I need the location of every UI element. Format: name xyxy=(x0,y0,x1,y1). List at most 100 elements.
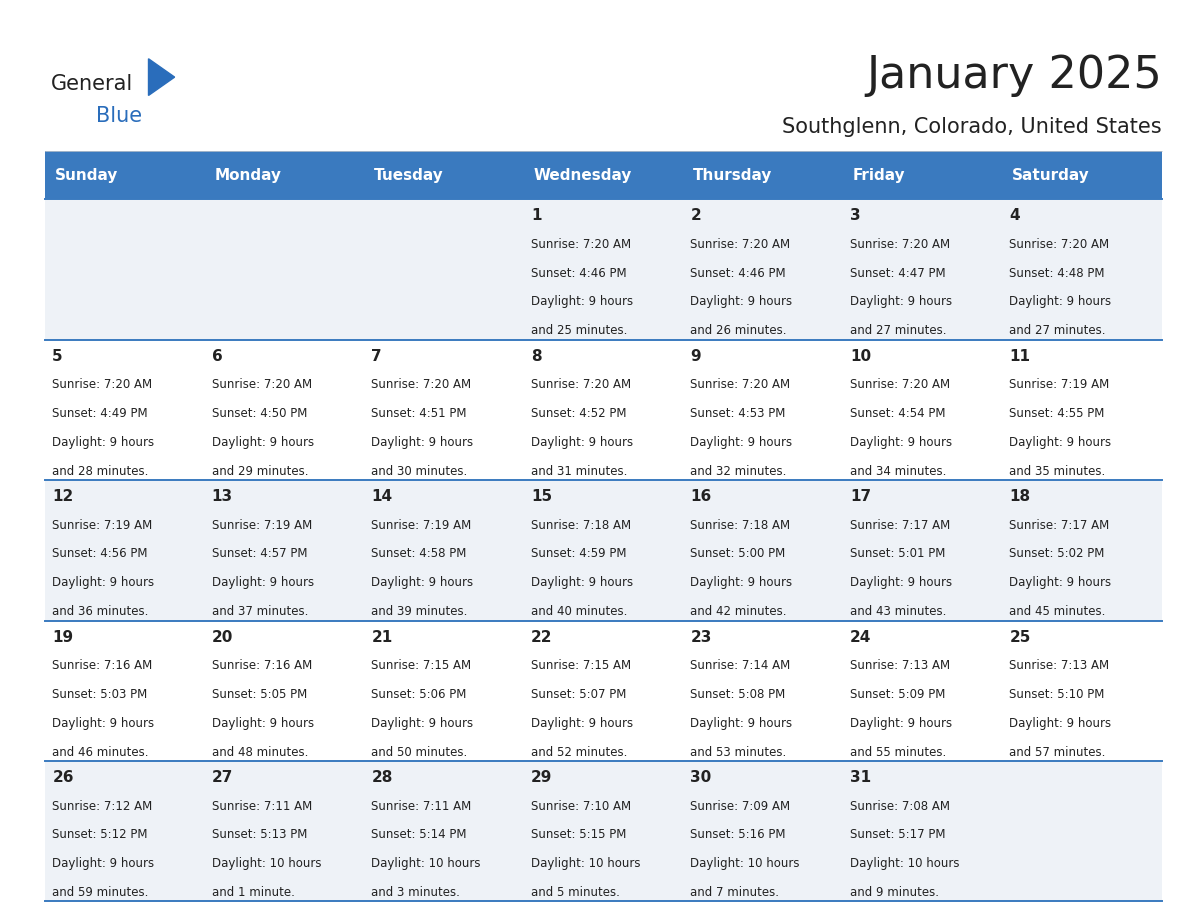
Text: Sunday: Sunday xyxy=(55,168,118,183)
Text: and 45 minutes.: and 45 minutes. xyxy=(1010,605,1106,618)
Text: Sunset: 5:03 PM: Sunset: 5:03 PM xyxy=(52,688,147,701)
Text: and 25 minutes.: and 25 minutes. xyxy=(531,324,627,337)
Text: Monday: Monday xyxy=(214,168,282,183)
Text: 16: 16 xyxy=(690,489,712,504)
Text: Sunset: 4:54 PM: Sunset: 4:54 PM xyxy=(849,407,946,420)
Text: Sunrise: 7:18 AM: Sunrise: 7:18 AM xyxy=(690,519,790,532)
Text: 10: 10 xyxy=(849,349,871,364)
Bar xyxy=(45,199,1162,340)
Text: 3: 3 xyxy=(849,208,860,223)
Text: Sunset: 5:15 PM: Sunset: 5:15 PM xyxy=(531,828,626,842)
Text: Daylight: 9 hours: Daylight: 9 hours xyxy=(690,296,792,308)
Text: Daylight: 9 hours: Daylight: 9 hours xyxy=(372,717,474,730)
Text: 1: 1 xyxy=(531,208,542,223)
Text: Sunrise: 7:20 AM: Sunrise: 7:20 AM xyxy=(52,378,152,391)
Text: Sunrise: 7:19 AM: Sunrise: 7:19 AM xyxy=(211,519,312,532)
Text: Sunset: 4:58 PM: Sunset: 4:58 PM xyxy=(372,547,467,561)
Text: Daylight: 9 hours: Daylight: 9 hours xyxy=(1010,717,1112,730)
Text: Sunset: 5:10 PM: Sunset: 5:10 PM xyxy=(1010,688,1105,701)
Text: Sunrise: 7:19 AM: Sunrise: 7:19 AM xyxy=(52,519,152,532)
Text: 21: 21 xyxy=(372,630,392,644)
Text: 30: 30 xyxy=(690,770,712,785)
Text: Daylight: 10 hours: Daylight: 10 hours xyxy=(690,857,800,870)
Text: Daylight: 9 hours: Daylight: 9 hours xyxy=(849,296,952,308)
Text: Daylight: 9 hours: Daylight: 9 hours xyxy=(372,577,474,589)
Text: 14: 14 xyxy=(372,489,392,504)
Text: and 55 minutes.: and 55 minutes. xyxy=(849,745,946,758)
Text: Sunset: 5:01 PM: Sunset: 5:01 PM xyxy=(849,547,946,561)
Text: Sunset: 5:02 PM: Sunset: 5:02 PM xyxy=(1010,547,1105,561)
Text: Sunrise: 7:20 AM: Sunrise: 7:20 AM xyxy=(690,238,790,251)
Text: Sunset: 5:06 PM: Sunset: 5:06 PM xyxy=(372,688,467,701)
Text: Sunset: 4:50 PM: Sunset: 4:50 PM xyxy=(211,407,308,420)
Text: and 50 minutes.: and 50 minutes. xyxy=(372,745,468,758)
Text: Sunrise: 7:17 AM: Sunrise: 7:17 AM xyxy=(849,519,950,532)
Text: and 30 minutes.: and 30 minutes. xyxy=(372,465,468,477)
Text: Daylight: 9 hours: Daylight: 9 hours xyxy=(1010,577,1112,589)
Text: and 27 minutes.: and 27 minutes. xyxy=(849,324,947,337)
Text: Sunrise: 7:20 AM: Sunrise: 7:20 AM xyxy=(690,378,790,391)
Text: Sunset: 5:17 PM: Sunset: 5:17 PM xyxy=(849,828,946,842)
Text: Sunset: 5:08 PM: Sunset: 5:08 PM xyxy=(690,688,785,701)
Text: Sunrise: 7:13 AM: Sunrise: 7:13 AM xyxy=(1010,659,1110,672)
Text: and 3 minutes.: and 3 minutes. xyxy=(372,886,460,899)
Text: Daylight: 9 hours: Daylight: 9 hours xyxy=(1010,296,1112,308)
Text: 4: 4 xyxy=(1010,208,1020,223)
Text: Sunrise: 7:08 AM: Sunrise: 7:08 AM xyxy=(849,800,950,812)
Text: Sunset: 4:56 PM: Sunset: 4:56 PM xyxy=(52,547,147,561)
Text: Sunset: 5:14 PM: Sunset: 5:14 PM xyxy=(372,828,467,842)
Text: Sunset: 4:51 PM: Sunset: 4:51 PM xyxy=(372,407,467,420)
Text: 5: 5 xyxy=(52,349,63,364)
Text: 7: 7 xyxy=(372,349,383,364)
Text: and 59 minutes.: and 59 minutes. xyxy=(52,886,148,899)
Text: Tuesday: Tuesday xyxy=(374,168,443,183)
Text: Sunset: 4:48 PM: Sunset: 4:48 PM xyxy=(1010,266,1105,280)
Text: 24: 24 xyxy=(849,630,871,644)
Text: Daylight: 9 hours: Daylight: 9 hours xyxy=(211,436,314,449)
Text: Saturday: Saturday xyxy=(1012,168,1089,183)
Text: Sunset: 5:13 PM: Sunset: 5:13 PM xyxy=(211,828,308,842)
Text: Sunset: 4:59 PM: Sunset: 4:59 PM xyxy=(531,547,626,561)
Text: 13: 13 xyxy=(211,489,233,504)
Text: Daylight: 9 hours: Daylight: 9 hours xyxy=(849,436,952,449)
Text: 23: 23 xyxy=(690,630,712,644)
Text: 9: 9 xyxy=(690,349,701,364)
Text: 11: 11 xyxy=(1010,349,1030,364)
Text: Friday: Friday xyxy=(852,168,905,183)
Text: 12: 12 xyxy=(52,489,74,504)
Text: January 2025: January 2025 xyxy=(866,54,1162,96)
Text: Sunset: 5:07 PM: Sunset: 5:07 PM xyxy=(531,688,626,701)
Text: 31: 31 xyxy=(849,770,871,785)
Text: Daylight: 9 hours: Daylight: 9 hours xyxy=(1010,436,1112,449)
Polygon shape xyxy=(148,59,175,95)
Text: and 35 minutes.: and 35 minutes. xyxy=(1010,465,1106,477)
Text: Sunrise: 7:11 AM: Sunrise: 7:11 AM xyxy=(211,800,312,812)
Text: 25: 25 xyxy=(1010,630,1031,644)
Text: 2: 2 xyxy=(690,208,701,223)
Text: Sunrise: 7:20 AM: Sunrise: 7:20 AM xyxy=(531,238,631,251)
Text: Sunset: 4:46 PM: Sunset: 4:46 PM xyxy=(690,266,786,280)
Text: 8: 8 xyxy=(531,349,542,364)
Text: General: General xyxy=(51,74,133,95)
Text: and 46 minutes.: and 46 minutes. xyxy=(52,745,148,758)
Text: Sunrise: 7:17 AM: Sunrise: 7:17 AM xyxy=(1010,519,1110,532)
Text: Daylight: 9 hours: Daylight: 9 hours xyxy=(211,577,314,589)
Text: Blue: Blue xyxy=(96,106,143,126)
Text: Sunset: 5:12 PM: Sunset: 5:12 PM xyxy=(52,828,147,842)
Text: Sunrise: 7:11 AM: Sunrise: 7:11 AM xyxy=(372,800,472,812)
Text: Sunset: 5:00 PM: Sunset: 5:00 PM xyxy=(690,547,785,561)
Text: 22: 22 xyxy=(531,630,552,644)
Text: and 53 minutes.: and 53 minutes. xyxy=(690,745,786,758)
Text: Sunrise: 7:14 AM: Sunrise: 7:14 AM xyxy=(690,659,791,672)
Text: Daylight: 9 hours: Daylight: 9 hours xyxy=(531,717,633,730)
Text: 27: 27 xyxy=(211,770,233,785)
Text: 18: 18 xyxy=(1010,489,1030,504)
Text: Sunrise: 7:16 AM: Sunrise: 7:16 AM xyxy=(211,659,312,672)
Text: Daylight: 9 hours: Daylight: 9 hours xyxy=(690,717,792,730)
Text: Daylight: 9 hours: Daylight: 9 hours xyxy=(52,436,154,449)
Text: 28: 28 xyxy=(372,770,393,785)
Text: and 36 minutes.: and 36 minutes. xyxy=(52,605,148,618)
Text: Sunset: 4:47 PM: Sunset: 4:47 PM xyxy=(849,266,946,280)
Text: Daylight: 9 hours: Daylight: 9 hours xyxy=(849,717,952,730)
Text: and 48 minutes.: and 48 minutes. xyxy=(211,745,308,758)
